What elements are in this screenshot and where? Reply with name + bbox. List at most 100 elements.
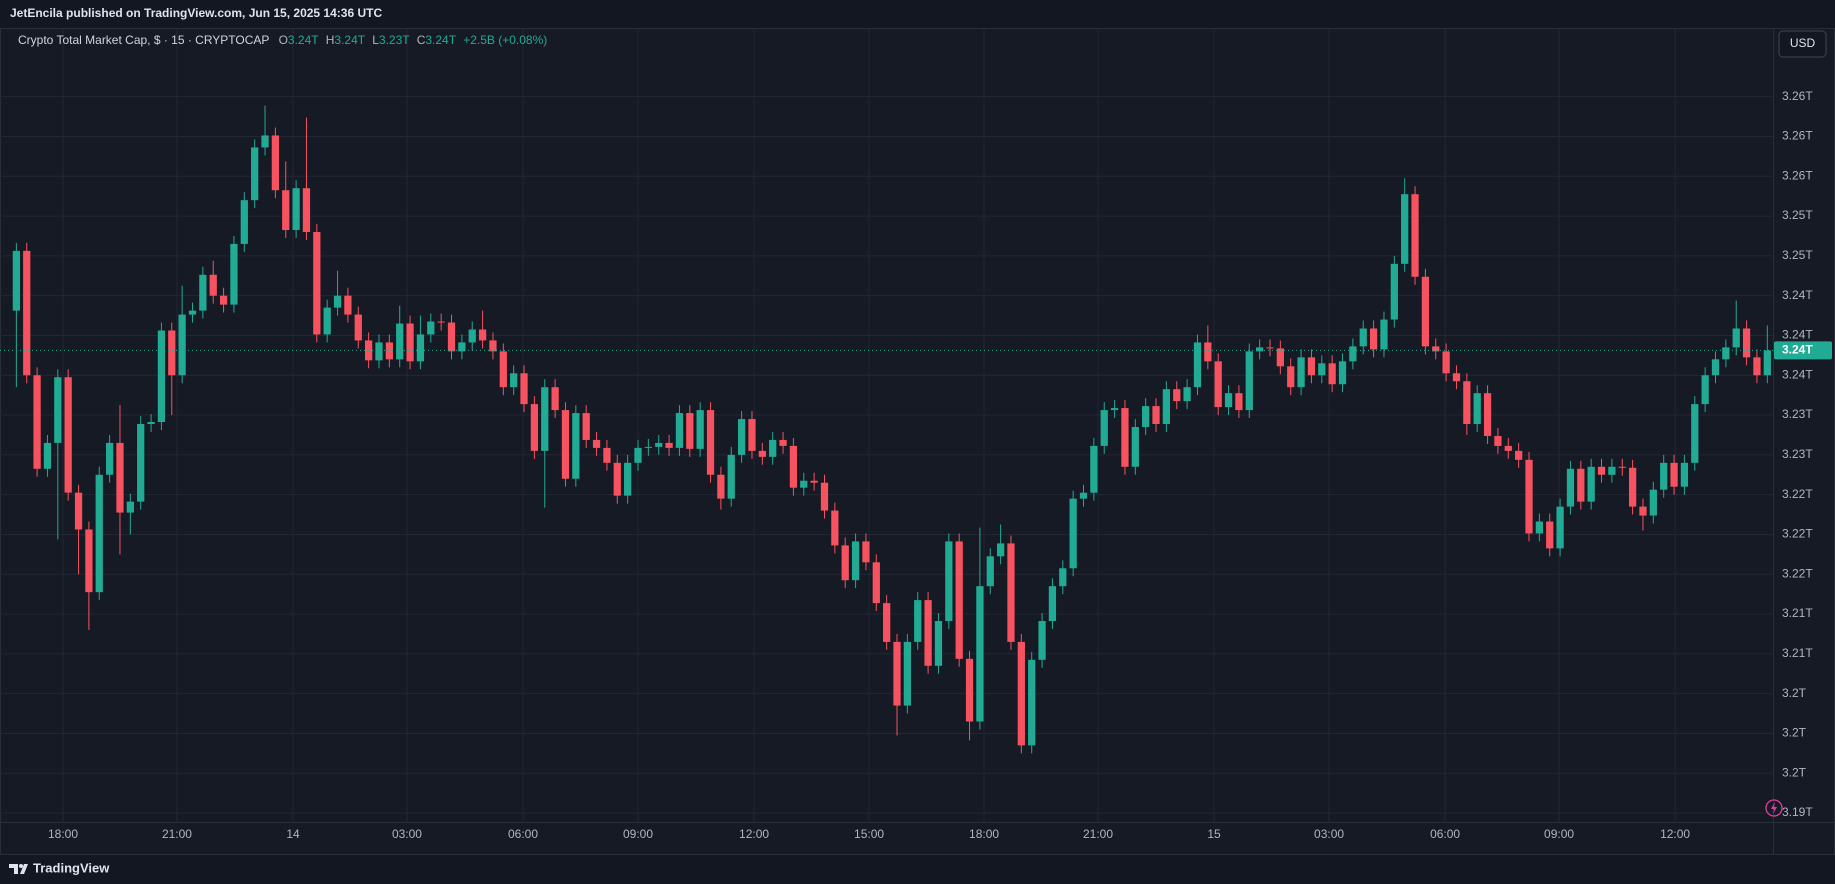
candle-body <box>945 541 953 622</box>
y-tick-label: 3.22T <box>1782 487 1813 501</box>
candle-body <box>168 330 176 376</box>
candle-body <box>541 387 549 451</box>
candle-body <box>1069 498 1077 569</box>
candle-body <box>986 556 994 587</box>
candle-body <box>1318 363 1326 376</box>
y-tick-label: 3.2T <box>1782 726 1807 740</box>
candle-body <box>1359 328 1367 347</box>
candle-body <box>706 410 715 475</box>
candle-body <box>1504 445 1512 451</box>
candle-body <box>271 135 280 191</box>
candle-body <box>1442 351 1450 374</box>
candle-body <box>1079 492 1088 499</box>
last-price-tag <box>1774 341 1832 360</box>
legend-key: O <box>279 33 288 47</box>
candle-body <box>1110 408 1119 411</box>
candle-body <box>282 190 290 230</box>
candle-body <box>841 545 849 581</box>
candle-body <box>965 658 974 722</box>
candle-body <box>468 329 476 343</box>
candle-body <box>54 377 62 443</box>
candle-body <box>137 424 145 502</box>
candle-body <box>499 351 507 388</box>
x-tick-label: 18:00 <box>48 827 78 841</box>
candle-body <box>1007 543 1015 642</box>
x-tick-label: 12:00 <box>1660 827 1690 841</box>
candle-body <box>851 541 860 581</box>
candle-body <box>1577 468 1585 502</box>
candle-body <box>1369 328 1378 350</box>
candle-body <box>1608 466 1616 475</box>
candle-body <box>561 410 570 479</box>
candle-body <box>1028 659 1036 746</box>
alert-icon[interactable] <box>1765 799 1783 817</box>
candle-body <box>1597 466 1606 475</box>
candle-body <box>1152 406 1160 425</box>
candle-body <box>717 474 725 499</box>
candle-body <box>1338 361 1347 385</box>
candle-body <box>43 442 52 469</box>
candle-body <box>1349 346 1357 362</box>
candle-body <box>1670 462 1678 487</box>
candle-body <box>831 510 839 546</box>
x-tick-label: 18:00 <box>969 827 999 841</box>
candle-body <box>727 454 735 499</box>
candle-body <box>1131 426 1139 467</box>
candle-body <box>437 321 445 323</box>
candle-body <box>219 295 228 305</box>
candle-body <box>1307 357 1316 376</box>
candle-body <box>447 322 456 352</box>
x-tick-label: 06:00 <box>1430 827 1460 841</box>
y-tick-label: 3.22T <box>1782 566 1813 580</box>
candle-body <box>1287 366 1295 388</box>
candle-body <box>582 413 590 440</box>
candle-body <box>800 480 808 488</box>
candle-body <box>603 447 611 463</box>
y-tick-label: 3.24T <box>1782 367 1813 381</box>
candle-body <box>1452 373 1461 382</box>
candle-body <box>1691 404 1699 463</box>
y-tick-label: 3.25T <box>1782 248 1813 262</box>
last-price-label: 3.24T <box>1782 343 1813 357</box>
candle-body <box>1245 351 1253 411</box>
candle-body <box>1193 342 1202 388</box>
candle-body <box>251 147 259 201</box>
candle-body <box>12 250 20 311</box>
currency-button[interactable] <box>1778 30 1827 58</box>
candle-body <box>396 323 404 360</box>
candle-body <box>758 450 766 457</box>
candle-body <box>261 135 269 148</box>
candle-body <box>644 446 652 448</box>
y-tick-label: 3.24T <box>1782 328 1813 342</box>
candle-body <box>955 541 963 659</box>
candle-body <box>33 375 41 469</box>
x-tick-label: 21:00 <box>1083 827 1113 841</box>
candle-body <box>1742 328 1751 358</box>
y-tick-label: 3.23T <box>1782 447 1813 461</box>
candle-body <box>323 307 331 335</box>
y-tick-label: 3.21T <box>1782 646 1813 660</box>
candle-body <box>1660 462 1668 490</box>
y-tick-label: 3.23T <box>1782 407 1813 421</box>
candle-body <box>313 231 321 335</box>
candle-body <box>1649 489 1657 516</box>
candle-body <box>1473 393 1481 425</box>
candle-body <box>1276 348 1284 367</box>
legend-key: H <box>326 33 335 47</box>
currency-label[interactable]: USD <box>1790 36 1816 50</box>
legend-value: 3.23T <box>379 33 410 47</box>
x-tick-label: 03:00 <box>1314 827 1344 841</box>
candle-body <box>665 442 673 448</box>
legend-key: L <box>372 33 379 47</box>
candle-body <box>375 342 383 361</box>
candle-body <box>178 314 186 376</box>
candle-body <box>1038 621 1046 660</box>
y-tick-label: 3.26T <box>1782 168 1813 182</box>
y-tick-label: 3.2T <box>1782 686 1807 700</box>
candle-body <box>64 377 72 493</box>
candle-body <box>157 330 166 423</box>
candle-body <box>1121 408 1129 467</box>
candle-body <box>116 442 124 513</box>
